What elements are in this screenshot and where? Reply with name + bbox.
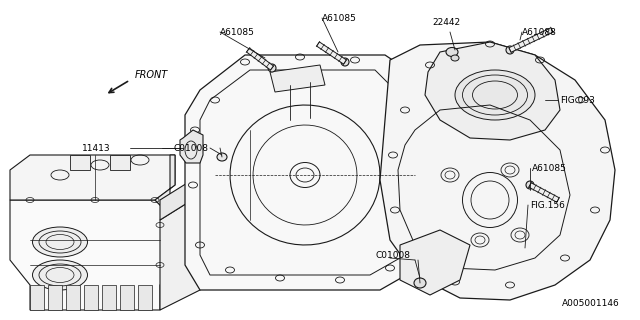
Text: FRONT: FRONT — [135, 70, 168, 80]
Polygon shape — [30, 285, 44, 310]
Polygon shape — [48, 285, 62, 310]
Ellipse shape — [33, 260, 88, 290]
Ellipse shape — [526, 181, 534, 189]
Polygon shape — [317, 42, 346, 64]
Polygon shape — [160, 150, 240, 220]
Polygon shape — [380, 42, 615, 300]
Text: C01008: C01008 — [173, 143, 208, 153]
Ellipse shape — [414, 278, 426, 288]
Polygon shape — [160, 170, 240, 310]
Ellipse shape — [451, 55, 459, 61]
Polygon shape — [66, 285, 80, 310]
Polygon shape — [425, 42, 560, 140]
Polygon shape — [270, 65, 325, 92]
Ellipse shape — [217, 153, 227, 161]
Polygon shape — [70, 155, 90, 170]
Polygon shape — [120, 285, 134, 310]
Ellipse shape — [446, 47, 458, 57]
Ellipse shape — [341, 58, 349, 66]
Polygon shape — [110, 155, 130, 170]
Text: FIG.156: FIG.156 — [530, 201, 565, 210]
Polygon shape — [10, 200, 170, 310]
Text: A61088: A61088 — [522, 28, 557, 36]
Text: A005001146: A005001146 — [563, 299, 620, 308]
Polygon shape — [400, 230, 470, 295]
Polygon shape — [185, 55, 430, 290]
Text: A61085: A61085 — [532, 164, 567, 172]
Ellipse shape — [33, 227, 88, 257]
Polygon shape — [84, 285, 98, 310]
Polygon shape — [155, 155, 175, 215]
Text: FIG.093: FIG.093 — [560, 95, 595, 105]
Text: 22442: 22442 — [432, 18, 460, 27]
Polygon shape — [529, 183, 559, 202]
Text: A61085: A61085 — [322, 13, 357, 22]
Text: 11413: 11413 — [82, 143, 111, 153]
Polygon shape — [509, 28, 553, 52]
Polygon shape — [138, 285, 152, 310]
Polygon shape — [246, 48, 273, 70]
Ellipse shape — [506, 46, 514, 54]
Text: A61085: A61085 — [220, 28, 255, 36]
Ellipse shape — [455, 70, 535, 120]
Text: C01008: C01008 — [375, 251, 410, 260]
Polygon shape — [102, 285, 116, 310]
Polygon shape — [10, 155, 175, 200]
Polygon shape — [180, 130, 203, 163]
Ellipse shape — [268, 64, 276, 72]
